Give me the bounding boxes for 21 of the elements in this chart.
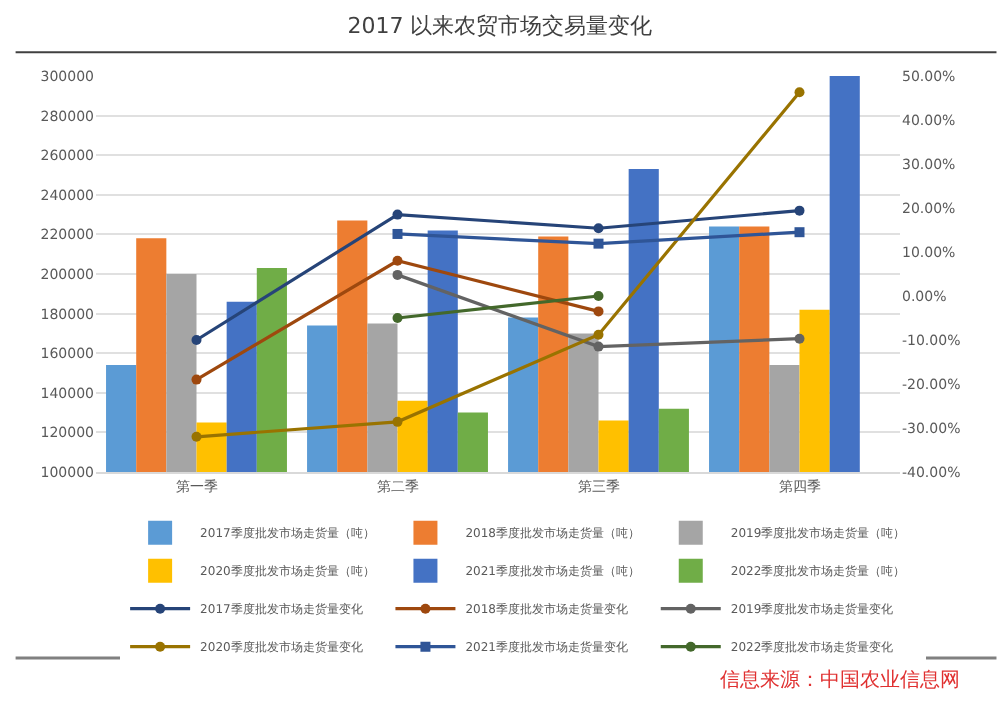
point [191, 431, 202, 442]
text: 信息来源：中国农业信息网 [720, 668, 960, 692]
chart-title: 2017 以来农贸市场交易量变化 [347, 13, 653, 40]
point [392, 228, 403, 239]
point [794, 205, 805, 216]
point [794, 227, 805, 238]
point [794, 333, 805, 344]
point [392, 313, 403, 323]
point [392, 255, 403, 266]
point [593, 329, 604, 340]
point [794, 87, 805, 98]
point [593, 341, 604, 352]
point [593, 291, 604, 301]
point [392, 416, 403, 427]
point [191, 335, 202, 345]
point [593, 238, 604, 249]
point [191, 374, 202, 385]
point [593, 306, 604, 317]
point [593, 223, 604, 234]
point [392, 209, 403, 220]
point [392, 269, 403, 280]
